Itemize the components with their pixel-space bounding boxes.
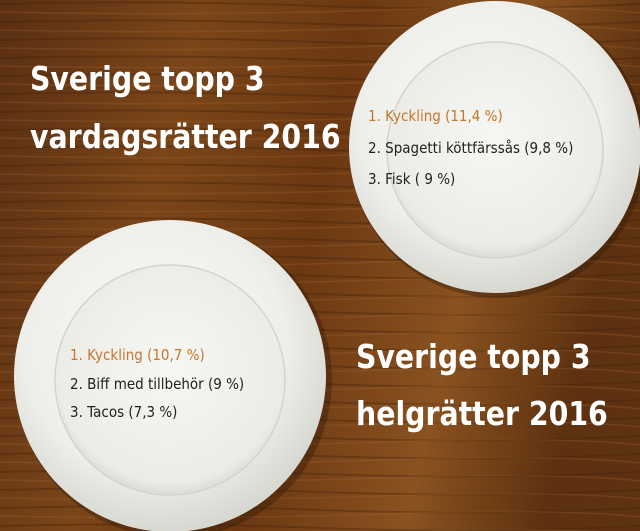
- title-line: helgrätter 2016: [356, 395, 608, 434]
- list-item: 3. Tacos (7,3 %): [70, 404, 177, 421]
- list-item: 2. Spagetti köttfärssås (9,8 %): [368, 139, 573, 157]
- list-item: 1. Kyckling (10,7 %): [70, 347, 205, 364]
- list-item: 1. Kyckling (11,4 %): [368, 108, 503, 125]
- title-top: Sverige topp 3 vardagsrätter 2016: [30, 60, 341, 157]
- title-line: Sverige topp 3: [30, 60, 265, 99]
- list-item: 3. Fisk ( 9 %): [368, 171, 455, 188]
- plate-top: [349, 1, 640, 298]
- title-bottom: Sverige topp 3 helgrätter 2016: [356, 338, 608, 434]
- title-line: Sverige topp 3: [356, 338, 591, 377]
- plate-bottom: [14, 220, 332, 531]
- list-item: 2. Biff med tillbehör (9 %): [70, 376, 244, 393]
- list-top: 1. Kyckling (11,4 %) 2. Spagetti köttfär…: [368, 108, 573, 188]
- list-bottom: 1. Kyckling (10,7 %) 2. Biff med tillbeh…: [70, 347, 244, 421]
- title-line: vardagsrätter 2016: [30, 118, 341, 157]
